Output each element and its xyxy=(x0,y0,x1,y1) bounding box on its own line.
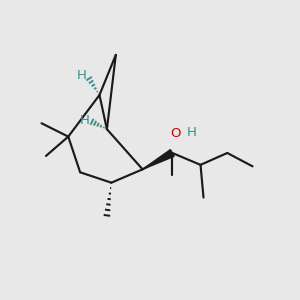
Text: O: O xyxy=(171,127,181,140)
Text: H: H xyxy=(80,114,89,127)
Text: H: H xyxy=(187,126,196,139)
Polygon shape xyxy=(142,150,174,169)
Text: H: H xyxy=(77,69,87,82)
